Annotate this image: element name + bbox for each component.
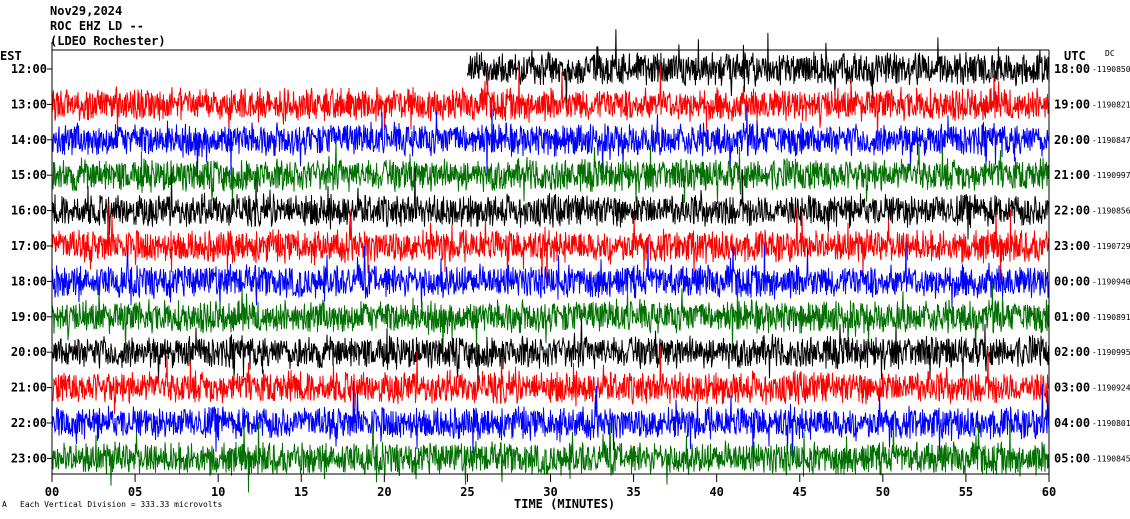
dc-offset-value: -1190850 — [1092, 65, 1130, 74]
dc-offset-value: -1190847 — [1092, 136, 1130, 145]
trace-row-12 — [51, 421, 1050, 493]
est-tick-label: 23:00 — [11, 451, 47, 465]
trace-row-9 — [51, 317, 1050, 382]
utc-tick-label: 23:00 — [1054, 239, 1090, 253]
trace-row-2 — [51, 65, 1050, 141]
x-axis-label: TIME (MINUTES) — [514, 497, 616, 511]
footer-mark: A — [2, 500, 7, 509]
utc-tick-label: 21:00 — [1054, 168, 1090, 182]
est-tick-label: 18:00 — [11, 274, 47, 288]
dc-offset-value: -1190940 — [1092, 277, 1130, 286]
dc-offset-value: -1190821 — [1092, 100, 1130, 109]
utc-tick-label: 05:00 — [1054, 451, 1090, 465]
trace-row-11 — [51, 380, 1050, 466]
est-tick-label: 21:00 — [11, 381, 47, 395]
x-tick-label: 60 — [1042, 485, 1056, 499]
x-tick-label: 50 — [876, 485, 890, 499]
date-label: Nov29,2024 — [50, 4, 123, 18]
est-tick-label: 22:00 — [11, 416, 47, 430]
est-tick-label: 14:00 — [11, 133, 47, 147]
x-tick-label: 35 — [626, 485, 640, 499]
x-tick-label: 40 — [709, 485, 723, 499]
x-tick-label: 05 — [128, 485, 142, 499]
est-axis-label: EST — [0, 49, 22, 63]
utc-tick-label: 22:00 — [1054, 204, 1090, 218]
utc-tick-label: 20:00 — [1054, 133, 1090, 147]
utc-tick-label: 02:00 — [1054, 345, 1090, 359]
trace-row-10 — [51, 344, 1050, 414]
x-tick-label: 15 — [294, 485, 308, 499]
trace-row-1 — [466, 29, 1050, 111]
utc-tick-label: 04:00 — [1054, 416, 1090, 430]
trace-row-5 — [51, 167, 1050, 240]
dc-offset-value: -1190845 — [1092, 454, 1130, 463]
x-tick-label: 10 — [211, 485, 225, 499]
est-tick-label: 19:00 — [11, 310, 47, 324]
utc-tick-label: 01:00 — [1054, 310, 1090, 324]
utc-tick-label: 19:00 — [1054, 97, 1090, 111]
utc-tick-label: 00:00 — [1054, 274, 1090, 288]
dc-column-label: DC — [1105, 49, 1115, 58]
location-label: (LDEO Rochester) — [50, 34, 166, 48]
est-tick-label: 13:00 — [11, 97, 47, 111]
est-tick-label: 17:00 — [11, 239, 47, 253]
dc-offset-value: -1190924 — [1092, 384, 1130, 393]
vertical-division-note: Each Vertical Division = 333.33 microvol… — [20, 500, 223, 509]
utc-tick-label: 03:00 — [1054, 381, 1090, 395]
dc-offset-value: -1190997 — [1092, 171, 1130, 180]
est-hour-labels: 12:00 13:00 14:00 15:00 16:00 17:00 18:00 19:00… — [11, 62, 52, 465]
est-tick-label: 16:00 — [11, 204, 47, 218]
dc-offset-value: -1190729 — [1092, 242, 1130, 251]
station-label: ROC EHZ LD -- — [50, 19, 144, 33]
x-tick-label: 00 — [45, 485, 59, 499]
x-tick-label: 25 — [460, 485, 474, 499]
utc-axis-label: UTC — [1064, 49, 1086, 63]
dc-offset-value: -1190801 — [1092, 419, 1130, 428]
trace-row-3 — [51, 106, 1050, 179]
dc-offset-value: -1190856 — [1092, 207, 1130, 216]
seismic-traces — [51, 29, 1050, 493]
x-tick-label: 45 — [793, 485, 807, 499]
trace-row-8 — [51, 283, 1050, 356]
x-tick-label: 30 — [543, 485, 557, 499]
trace-row-7 — [51, 242, 1050, 308]
est-tick-label: 15:00 — [11, 168, 47, 182]
utc-tick-label: 18:00 — [1054, 62, 1090, 76]
minute-tick-labels: 00 05 10 15 20 25 30 35 40 45 50 55 60 — [45, 474, 1056, 499]
dc-offset-value: -1190891 — [1092, 313, 1130, 322]
utc-hour-labels: 18:00 -1190850 19:00 -1190821 20:00 -1190847 2… — [1054, 62, 1130, 465]
est-tick-label: 12:00 — [11, 62, 47, 76]
x-tick-label: 55 — [959, 485, 973, 499]
dc-offset-value: -1190995 — [1092, 348, 1130, 357]
x-tick-label: 20 — [377, 485, 391, 499]
trace-row-4 — [51, 140, 1050, 205]
trace-row-6 — [51, 203, 1050, 289]
est-tick-label: 20:00 — [11, 345, 47, 359]
